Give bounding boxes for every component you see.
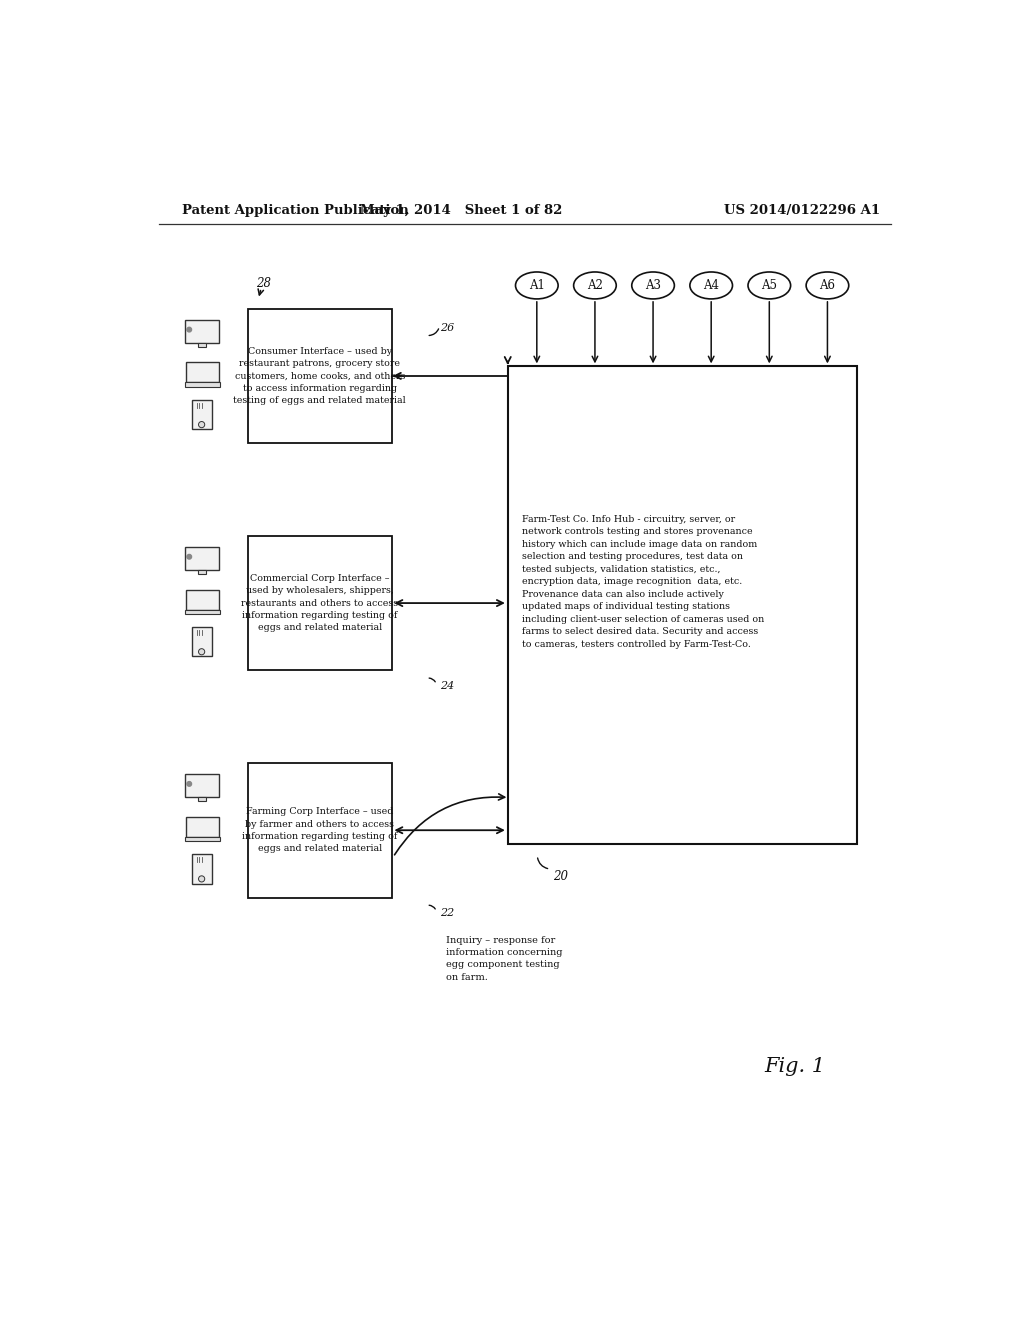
Circle shape — [199, 648, 205, 655]
Text: A3: A3 — [645, 279, 662, 292]
Text: Commercial Corp Interface –
used by wholesalers, shippers,
restaurants and other: Commercial Corp Interface – used by whol… — [242, 574, 398, 632]
Ellipse shape — [748, 272, 791, 298]
Circle shape — [187, 781, 191, 787]
Bar — [198, 343, 206, 347]
Text: 28: 28 — [256, 277, 271, 289]
Text: A2: A2 — [587, 279, 603, 292]
Bar — [184, 610, 220, 614]
Bar — [184, 774, 219, 797]
Text: US 2014/0122296 A1: US 2014/0122296 A1 — [724, 205, 880, 218]
Text: Fig. 1: Fig. 1 — [764, 1057, 825, 1077]
Ellipse shape — [806, 272, 849, 298]
Text: May 1, 2014   Sheet 1 of 82: May 1, 2014 Sheet 1 of 82 — [360, 205, 562, 218]
Text: A6: A6 — [819, 279, 836, 292]
Circle shape — [187, 327, 191, 331]
Bar — [184, 837, 220, 841]
Bar — [191, 854, 212, 883]
Text: 26: 26 — [440, 323, 455, 333]
Text: Consumer Interface – used by
restaurant patrons, grocery store
customers, home c: Consumer Interface – used by restaurant … — [233, 347, 407, 405]
Bar — [248, 763, 391, 898]
Bar — [186, 363, 219, 383]
Text: A1: A1 — [528, 279, 545, 292]
Text: A5: A5 — [761, 279, 777, 292]
Ellipse shape — [573, 272, 616, 298]
Bar — [186, 817, 219, 837]
Text: Farming Corp Interface – used
by farmer and others to access
information regardi: Farming Corp Interface – used by farmer … — [242, 808, 397, 853]
Bar — [248, 309, 391, 444]
Bar — [184, 383, 220, 387]
Bar — [198, 797, 206, 801]
Text: 24: 24 — [440, 681, 455, 690]
Text: Farm-Test Co. Info Hub - circuitry, server, or
network controls testing and stor: Farm-Test Co. Info Hub - circuitry, serv… — [521, 515, 764, 649]
Bar — [184, 319, 219, 343]
Bar — [186, 590, 219, 610]
Bar — [191, 400, 212, 429]
Bar — [184, 546, 219, 570]
Text: Patent Application Publication: Patent Application Publication — [182, 205, 409, 218]
Bar — [191, 627, 212, 656]
Bar — [198, 570, 206, 574]
Text: 22: 22 — [440, 908, 455, 917]
Circle shape — [187, 554, 191, 560]
Text: Inquiry – response for
information concerning
egg component testing
on farm.: Inquiry – response for information conce… — [445, 936, 562, 982]
Bar — [248, 536, 391, 671]
Ellipse shape — [515, 272, 558, 298]
Text: A4: A4 — [703, 279, 719, 292]
Ellipse shape — [690, 272, 732, 298]
Circle shape — [199, 876, 205, 882]
Text: 20: 20 — [553, 870, 568, 883]
Circle shape — [199, 421, 205, 428]
Bar — [508, 367, 856, 843]
Ellipse shape — [632, 272, 675, 298]
